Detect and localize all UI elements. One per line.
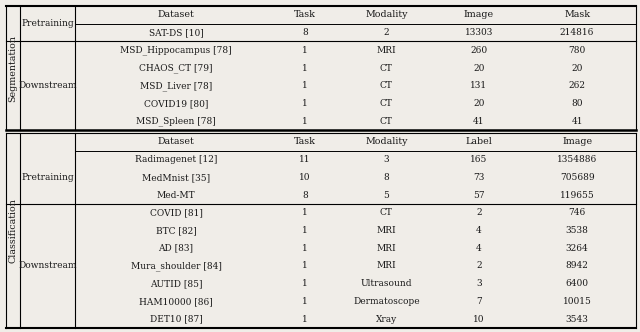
Text: 10: 10 <box>473 315 484 324</box>
Text: Mask: Mask <box>564 10 590 19</box>
Text: MSD_Liver [78]: MSD_Liver [78] <box>140 81 212 91</box>
Text: 1: 1 <box>302 99 308 108</box>
Text: 1: 1 <box>302 208 308 217</box>
Text: MSD_Hippocampus [78]: MSD_Hippocampus [78] <box>120 45 232 55</box>
Text: 780: 780 <box>568 46 586 55</box>
Text: Ultrasound: Ultrasound <box>360 279 412 288</box>
Text: 3543: 3543 <box>566 315 589 324</box>
Text: 20: 20 <box>473 63 484 72</box>
Text: 3538: 3538 <box>566 226 589 235</box>
Text: 4: 4 <box>476 226 482 235</box>
Text: CT: CT <box>380 99 393 108</box>
Text: 260: 260 <box>470 46 488 55</box>
Text: 1: 1 <box>302 81 308 90</box>
Text: Dermatoscope: Dermatoscope <box>353 297 420 306</box>
Text: 2: 2 <box>476 262 482 271</box>
Text: Image: Image <box>562 137 592 146</box>
Text: Downstream: Downstream <box>19 262 77 271</box>
Text: COVID19 [80]: COVID19 [80] <box>144 99 208 108</box>
Text: 11: 11 <box>300 155 311 164</box>
Text: 1: 1 <box>302 244 308 253</box>
Text: 7: 7 <box>476 297 482 306</box>
Text: 746: 746 <box>568 208 586 217</box>
Text: Label: Label <box>465 137 492 146</box>
Text: 6400: 6400 <box>566 279 589 288</box>
Text: Radimagenet [12]: Radimagenet [12] <box>135 155 217 164</box>
Text: MRI: MRI <box>376 46 396 55</box>
Text: Xray: Xray <box>376 315 397 324</box>
Text: 1: 1 <box>302 63 308 72</box>
Text: Task: Task <box>294 137 316 146</box>
Text: BTC [82]: BTC [82] <box>156 226 196 235</box>
Text: 3: 3 <box>476 279 482 288</box>
Text: 5: 5 <box>383 191 389 200</box>
Text: 73: 73 <box>473 173 484 182</box>
Text: Pretraining: Pretraining <box>21 173 74 182</box>
Text: Task: Task <box>294 10 316 19</box>
Text: 1: 1 <box>302 315 308 324</box>
Text: MedMnist [35]: MedMnist [35] <box>142 173 210 182</box>
Text: Med-MT: Med-MT <box>157 191 195 200</box>
Text: Segmentation: Segmentation <box>8 35 17 102</box>
Text: 8: 8 <box>302 28 308 37</box>
Text: 57: 57 <box>473 191 484 200</box>
Text: AD [83]: AD [83] <box>159 244 193 253</box>
Text: 1: 1 <box>302 46 308 55</box>
Text: 20: 20 <box>473 99 484 108</box>
Text: 1: 1 <box>302 226 308 235</box>
Text: MRI: MRI <box>376 226 396 235</box>
Text: 3264: 3264 <box>566 244 588 253</box>
Text: 13303: 13303 <box>465 28 493 37</box>
Text: CT: CT <box>380 63 393 72</box>
Text: 3: 3 <box>383 155 389 164</box>
Text: 4: 4 <box>476 244 482 253</box>
Text: 1354886: 1354886 <box>557 155 597 164</box>
Text: CT: CT <box>380 117 393 126</box>
Text: SAT-DS [10]: SAT-DS [10] <box>148 28 204 37</box>
Text: 8942: 8942 <box>566 262 589 271</box>
Text: CT: CT <box>380 208 393 217</box>
Text: HAM10000 [86]: HAM10000 [86] <box>139 297 213 306</box>
Text: MRI: MRI <box>376 262 396 271</box>
Text: Mura_shoulder [84]: Mura_shoulder [84] <box>131 261 221 271</box>
Text: 41: 41 <box>572 117 583 126</box>
Text: 20: 20 <box>572 63 583 72</box>
Text: 131: 131 <box>470 81 488 90</box>
Text: 80: 80 <box>572 99 583 108</box>
Text: Downstream: Downstream <box>19 81 77 90</box>
Text: 8: 8 <box>383 173 389 182</box>
Text: CHAOS_CT [79]: CHAOS_CT [79] <box>140 63 212 73</box>
Text: 119655: 119655 <box>560 191 595 200</box>
Text: 8: 8 <box>302 191 308 200</box>
Text: 1: 1 <box>302 262 308 271</box>
Text: Classification: Classification <box>8 198 17 263</box>
Text: 214816: 214816 <box>560 28 595 37</box>
Text: DET10 [87]: DET10 [87] <box>150 315 202 324</box>
Text: 10015: 10015 <box>563 297 591 306</box>
Text: 2: 2 <box>383 28 389 37</box>
Text: 1: 1 <box>302 117 308 126</box>
Text: 41: 41 <box>473 117 484 126</box>
Text: 1: 1 <box>302 297 308 306</box>
Text: MSD_Spleen [78]: MSD_Spleen [78] <box>136 116 216 126</box>
Text: 262: 262 <box>568 81 586 90</box>
Text: 2: 2 <box>476 208 482 217</box>
Text: 1: 1 <box>302 279 308 288</box>
Text: CT: CT <box>380 81 393 90</box>
Text: 705689: 705689 <box>560 173 595 182</box>
Text: Modality: Modality <box>365 137 408 146</box>
Text: Image: Image <box>464 10 494 19</box>
Text: Pretraining: Pretraining <box>21 19 74 28</box>
Text: AUTID [85]: AUTID [85] <box>150 279 202 288</box>
Text: Modality: Modality <box>365 10 408 19</box>
Text: Dataset: Dataset <box>157 10 195 19</box>
Text: Dataset: Dataset <box>157 137 195 146</box>
Text: 10: 10 <box>300 173 311 182</box>
Text: MRI: MRI <box>376 244 396 253</box>
Text: 165: 165 <box>470 155 488 164</box>
Text: COVID [81]: COVID [81] <box>150 208 202 217</box>
